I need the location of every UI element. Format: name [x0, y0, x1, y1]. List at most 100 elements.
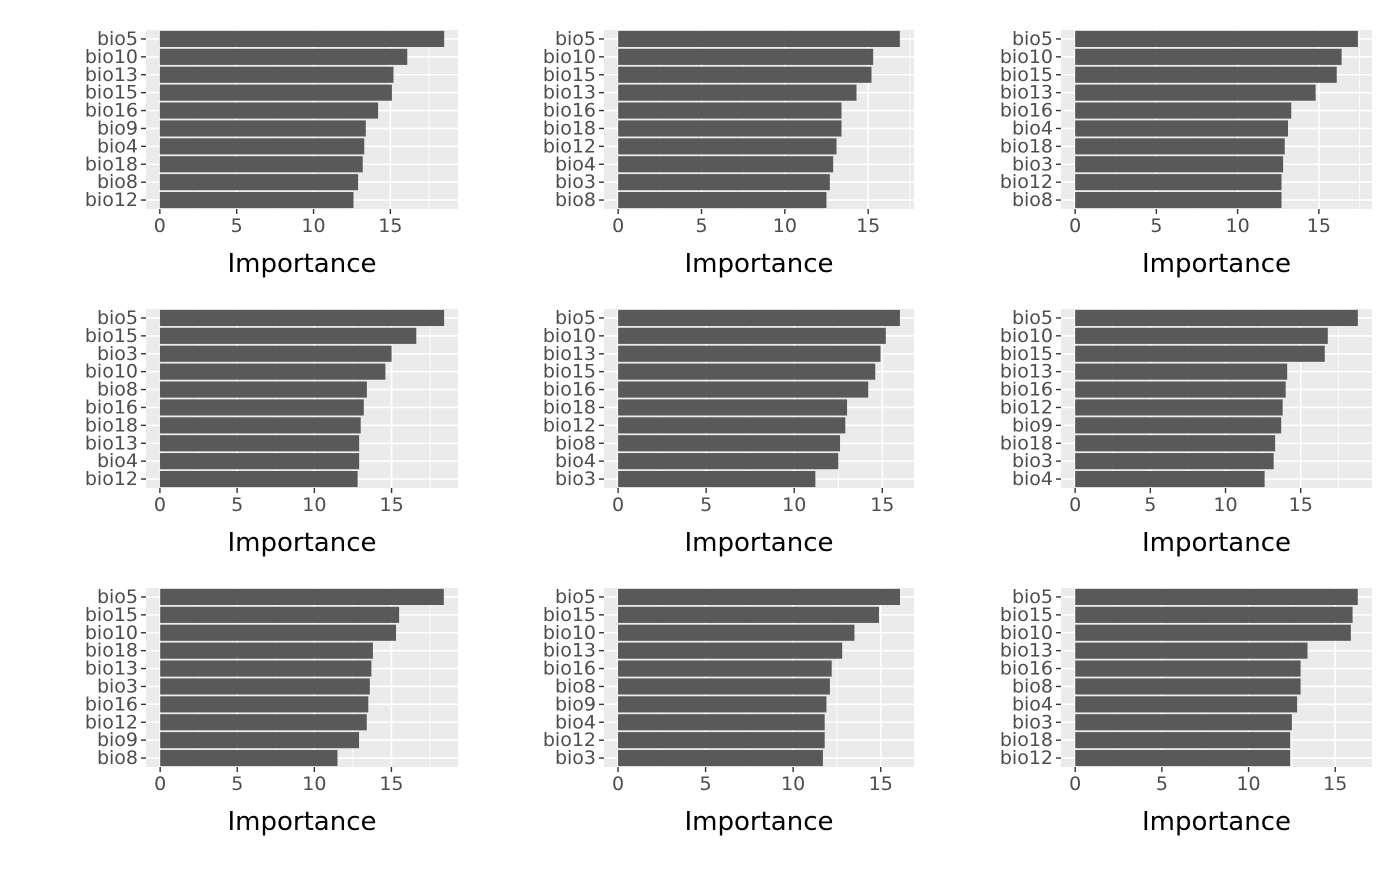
- x-tick-label: 15: [1307, 215, 1331, 237]
- x-tick-label: 0: [1069, 773, 1081, 795]
- y-tick-label: bio5: [97, 586, 138, 608]
- bar-bio3: [618, 749, 823, 767]
- x-tick-label: 10: [1226, 215, 1250, 237]
- bar-bio5: [159, 30, 445, 48]
- x-axis-title: Importance: [1142, 807, 1291, 837]
- y-tick-label: bio15: [543, 604, 596, 626]
- bar-bio13: [1075, 363, 1288, 380]
- bar-bio12: [160, 714, 367, 731]
- y-tick-label: bio13: [1000, 640, 1053, 662]
- y-tick-label: bio18: [543, 396, 596, 418]
- x-tick-label: 15: [379, 494, 403, 516]
- panel-7: bio5bio15bio10bio18bio13bio3bio16bio12bi…: [85, 586, 458, 837]
- bar-bio4: [618, 714, 825, 731]
- bar-bio18: [1075, 435, 1276, 452]
- x-tick-label: 10: [1236, 773, 1260, 795]
- y-tick-label: bio18: [85, 414, 138, 436]
- y-tick-label: bio18: [1000, 135, 1053, 157]
- bar-bio3: [1075, 156, 1284, 173]
- bar-bio9: [1075, 417, 1282, 434]
- bar-bio5: [160, 588, 444, 606]
- bar-bio8: [1075, 191, 1282, 209]
- x-axis-title: Importance: [228, 249, 377, 279]
- y-tick-label: bio9: [97, 729, 138, 751]
- bar-bio18: [159, 156, 363, 173]
- x-axis-title: Importance: [685, 249, 834, 279]
- x-tick-label: 5: [1144, 494, 1156, 516]
- bar-bio8: [1075, 678, 1301, 695]
- bar-bio5: [1075, 30, 1358, 48]
- bar-bio18: [159, 417, 361, 434]
- y-tick-label: bio16: [1000, 658, 1053, 680]
- y-tick-label: bio9: [555, 693, 596, 715]
- y-tick-label: bio13: [85, 658, 138, 680]
- y-tick-label: bio12: [1000, 171, 1053, 193]
- bar-bio18: [1075, 138, 1285, 155]
- y-tick-label: bio18: [543, 117, 596, 139]
- y-tick-label: bio13: [1000, 82, 1053, 104]
- x-tick-label: 10: [301, 215, 325, 237]
- y-tick-label: bio10: [543, 325, 596, 347]
- bar-bio13: [1075, 642, 1308, 659]
- y-tick-label: bio18: [1000, 729, 1053, 751]
- x-tick-label: 5: [700, 494, 712, 516]
- y-tick-label: bio12: [85, 711, 138, 733]
- bar-bio15: [159, 327, 417, 344]
- y-tick-label: bio5: [555, 586, 596, 608]
- bar-bio4: [1075, 696, 1298, 713]
- y-tick-label: bio13: [1000, 361, 1053, 383]
- y-tick-label: bio3: [1012, 153, 1053, 175]
- panel-6: bio5bio10bio15bio13bio16bio12bio9bio18bi…: [1000, 307, 1372, 558]
- y-tick-label: bio16: [543, 658, 596, 680]
- y-tick-label: bio3: [1012, 450, 1053, 472]
- bar-bio12: [159, 191, 354, 209]
- bar-bio16: [160, 696, 369, 713]
- bar-bio13: [160, 660, 372, 677]
- x-tick-label: 10: [781, 773, 805, 795]
- bar-bio9: [160, 732, 360, 749]
- y-tick-label: bio18: [1000, 432, 1053, 454]
- bar-bio8: [159, 381, 367, 398]
- bar-bio13: [159, 435, 360, 452]
- bar-bio13: [618, 84, 857, 101]
- y-tick-label: bio5: [1012, 307, 1053, 329]
- bar-bio4: [618, 156, 834, 173]
- bar-bio4: [159, 138, 365, 155]
- bar-bio15: [618, 363, 876, 380]
- bar-bio10: [1075, 624, 1351, 641]
- y-tick-label: bio5: [97, 28, 138, 50]
- x-tick-label: 0: [1069, 494, 1081, 516]
- y-tick-label: bio16: [85, 396, 138, 418]
- bar-bio4: [618, 453, 839, 470]
- bar-bio8: [160, 749, 338, 767]
- y-tick-label: bio4: [555, 153, 596, 175]
- bar-bio10: [159, 363, 386, 380]
- y-tick-label: bio12: [543, 135, 596, 157]
- panel-8: bio5bio15bio10bio13bio16bio8bio9bio4bio1…: [543, 586, 914, 837]
- y-tick-label: bio13: [85, 432, 138, 454]
- bar-bio3: [618, 470, 816, 488]
- y-tick-label: bio12: [85, 468, 138, 490]
- y-tick-label: bio16: [85, 693, 138, 715]
- bar-bio16: [618, 102, 842, 119]
- bar-bio18: [1075, 732, 1291, 749]
- y-tick-label: bio8: [1012, 675, 1053, 697]
- x-tick-label: 15: [870, 494, 894, 516]
- y-tick-label: bio16: [543, 379, 596, 401]
- bar-bio10: [1075, 327, 1328, 344]
- y-tick-label: bio15: [1000, 64, 1053, 86]
- y-tick-label: bio5: [1012, 586, 1053, 608]
- bar-bio16: [1075, 381, 1286, 398]
- y-tick-label: bio4: [1012, 693, 1053, 715]
- y-tick-label: bio9: [97, 117, 138, 139]
- y-tick-label: bio3: [555, 171, 596, 193]
- y-tick-label: bio10: [85, 361, 138, 383]
- panel-9: bio5bio15bio10bio13bio16bio8bio4bio3bio1…: [1000, 586, 1372, 837]
- y-tick-label: bio3: [97, 675, 138, 697]
- bar-bio15: [618, 606, 879, 623]
- bar-bio9: [618, 696, 827, 713]
- y-tick-label: bio9: [1012, 414, 1053, 436]
- x-tick-label: 0: [1069, 215, 1081, 237]
- bar-bio18: [160, 642, 373, 659]
- bar-bio15: [1075, 606, 1353, 623]
